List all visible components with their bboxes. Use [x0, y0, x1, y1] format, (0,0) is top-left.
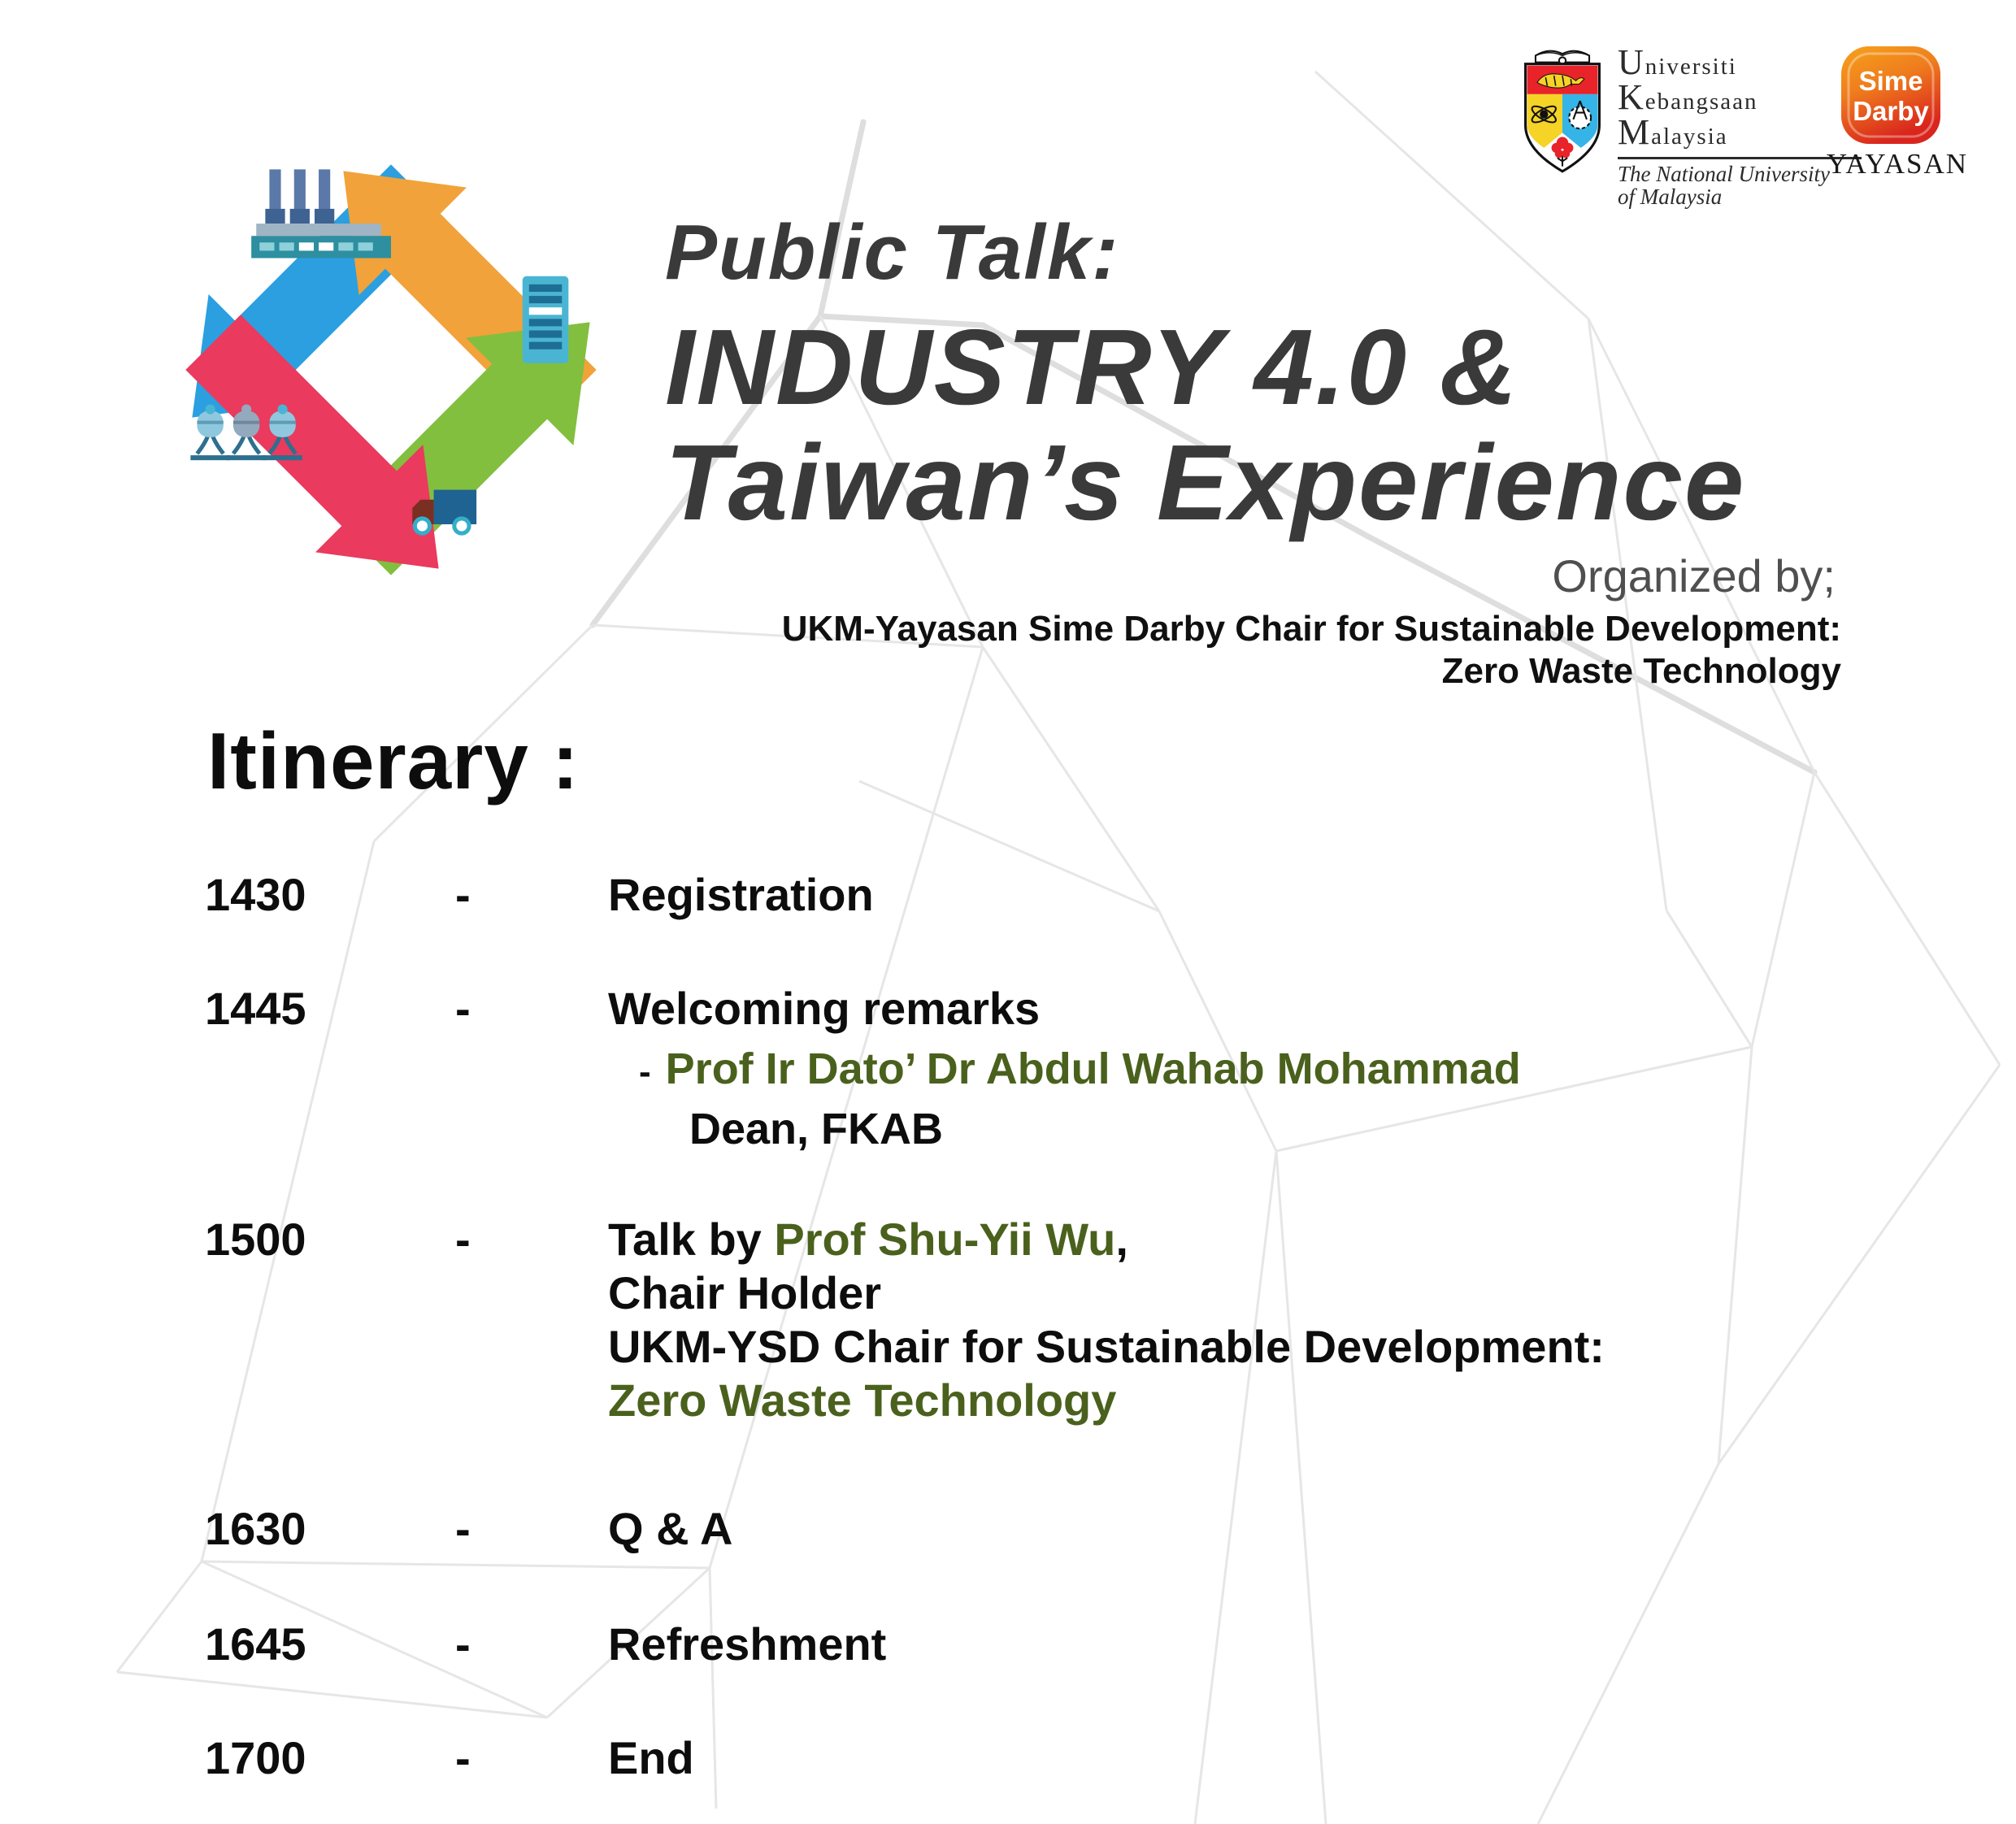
- welcoming-speaker-line: - Prof Ir Dato’ Dr Abdul Wahab Mohammad: [639, 1044, 1521, 1094]
- talk-role-line: Chair Holder: [608, 1267, 882, 1318]
- ukm-name-line1: Universiti: [1618, 42, 1737, 82]
- title-line1: INDUSTRY 4.0 &: [665, 307, 1519, 427]
- itinerary-time-1700: 1700: [205, 1732, 306, 1783]
- organizer-line2: Zero Waste Technology: [1441, 651, 1841, 691]
- title-line2: Taiwan’s Experience: [665, 423, 1746, 542]
- ukm-tagline-line2: of Malaysia: [1618, 185, 1723, 209]
- itinerary-separator: -: [455, 869, 471, 920]
- truck-icon: [412, 489, 477, 536]
- ukm-divider: [1618, 157, 1862, 159]
- arrow-ring: [185, 164, 597, 575]
- organizer-block: UKM-Yayasan Sime Darby Chair for Sustain…: [782, 608, 1841, 693]
- talk-prefix: Talk by: [608, 1214, 775, 1265]
- ukm-name-line2: Kebangsaan: [1618, 77, 1758, 117]
- itinerary-heading: Itinerary :: [207, 716, 580, 806]
- itinerary-separator: -: [455, 1618, 471, 1670]
- itinerary-activity-refreshment: Refreshment: [608, 1618, 887, 1670]
- organizer-line1: UKM-Yayasan Sime Darby Chair for Sustain…: [781, 609, 1841, 649]
- factory-icon: [251, 169, 391, 258]
- talk-chair-line: UKM-YSD Chair for Sustainable Developmen…: [608, 1321, 1605, 1372]
- title-kicker: Public Talk:: [665, 209, 1120, 296]
- ukm-logo-text: Universiti Kebangsaan Malaysia The Natio…: [1618, 47, 1910, 208]
- itinerary-activity-welcoming: Welcoming remarks: [608, 983, 1041, 1034]
- itinerary-activity-end: End: [608, 1732, 694, 1783]
- sime-darby-word2: Darby: [1853, 96, 1929, 126]
- itinerary-activity-qa: Q & A: [608, 1503, 733, 1554]
- talk-speaker-name: Prof Shu-Yii Wu: [774, 1214, 1116, 1265]
- itinerary-time-1430: 1430: [205, 869, 306, 920]
- itinerary-separator: -: [455, 1503, 471, 1554]
- ukm-name-line3: Malaysia: [1618, 112, 1728, 152]
- itinerary-separator: -: [455, 983, 471, 1034]
- organized-by-label: Organized by;: [1552, 550, 1836, 601]
- sime-darby-word1: Sime: [1859, 66, 1923, 96]
- itinerary-separator: -: [455, 1214, 471, 1265]
- talk-line: Talk by Prof Shu-Yii Wu,: [608, 1213, 1128, 1266]
- talk-suffix: ,: [1115, 1214, 1128, 1265]
- itinerary-time-1630: 1630: [205, 1503, 306, 1554]
- welcoming-speaker-role: Dean, FKAB: [689, 1105, 944, 1153]
- itinerary-separator: -: [455, 1732, 471, 1783]
- itinerary-time-1500: 1500: [205, 1214, 306, 1265]
- server-icon: [522, 276, 569, 363]
- sime-darby-badge: Sime Darby: [1841, 46, 1940, 144]
- water-tanks-icon: [190, 404, 302, 461]
- sime-darby-sub-label: YAYASAN: [1826, 148, 1969, 180]
- itinerary-time-1445: 1445: [205, 983, 306, 1034]
- itinerary-time-1645: 1645: [205, 1618, 306, 1670]
- welcoming-speaker-name: Prof Ir Dato’ Dr Abdul Wahab Mohammad: [665, 1044, 1521, 1093]
- circular-arrows-logo: [185, 164, 597, 575]
- sub-bullet-dash: -: [639, 1052, 651, 1092]
- itinerary-activity-registration: Registration: [608, 869, 874, 920]
- talk-chair-topic-line: Zero Waste Technology: [608, 1375, 1117, 1426]
- ukm-crest: [1524, 50, 1601, 173]
- ukm-tagline-line1: The National University: [1618, 162, 1830, 186]
